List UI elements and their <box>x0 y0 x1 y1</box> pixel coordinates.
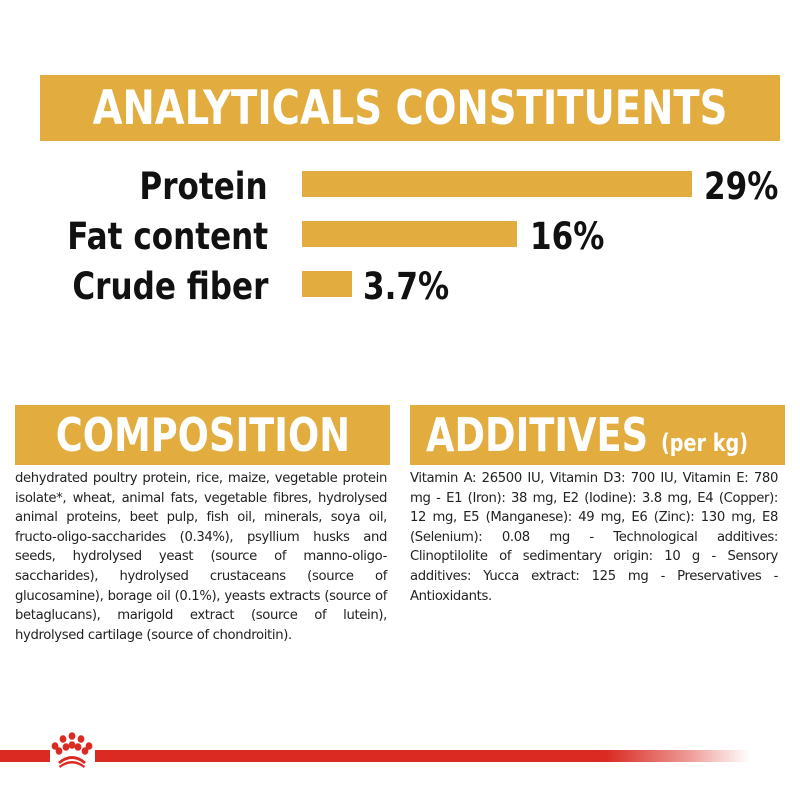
analyticals-title: ANALYTICALS CONSTITUENTS <box>92 80 728 136</box>
additives-title: ADDITIVES <box>426 408 649 462</box>
constituent-bar <box>302 221 517 247</box>
additives-text: Vitamin A: 26500 IU, Vitamin D3: 700 IU,… <box>410 471 778 604</box>
brand-line-right <box>95 750 750 762</box>
composition-title: COMPOSITION <box>55 408 350 462</box>
constituent-row-fiber: Crude fiber 3.7% <box>0 265 800 311</box>
constituent-bar <box>302 271 352 297</box>
constituent-row-protein: Protein 29% <box>0 165 800 211</box>
composition-banner: COMPOSITION <box>15 405 390 465</box>
composition-text: dehydrated poultry protein, rice, maize,… <box>15 471 387 643</box>
brand-line-left <box>0 750 50 762</box>
additives-banner: ADDITIVES (per kg) <box>410 405 785 465</box>
constituent-value: 3.7% <box>363 265 450 308</box>
constituent-bar <box>302 171 692 197</box>
crown-icon <box>51 732 93 768</box>
constituent-label: Protein <box>139 165 268 208</box>
additives-title-wrap: ADDITIVES (per kg) <box>426 408 748 462</box>
constituent-value: 29% <box>704 165 779 208</box>
constituent-row-fat: Fat content 16% <box>0 215 800 261</box>
constituent-value: 16% <box>530 215 605 258</box>
constituent-label: Fat content <box>67 215 268 258</box>
constituent-label: Crude fiber <box>71 265 268 308</box>
additives-subtitle: (per kg) <box>661 429 748 457</box>
analyticals-banner: ANALYTICALS CONSTITUENTS <box>40 75 780 141</box>
